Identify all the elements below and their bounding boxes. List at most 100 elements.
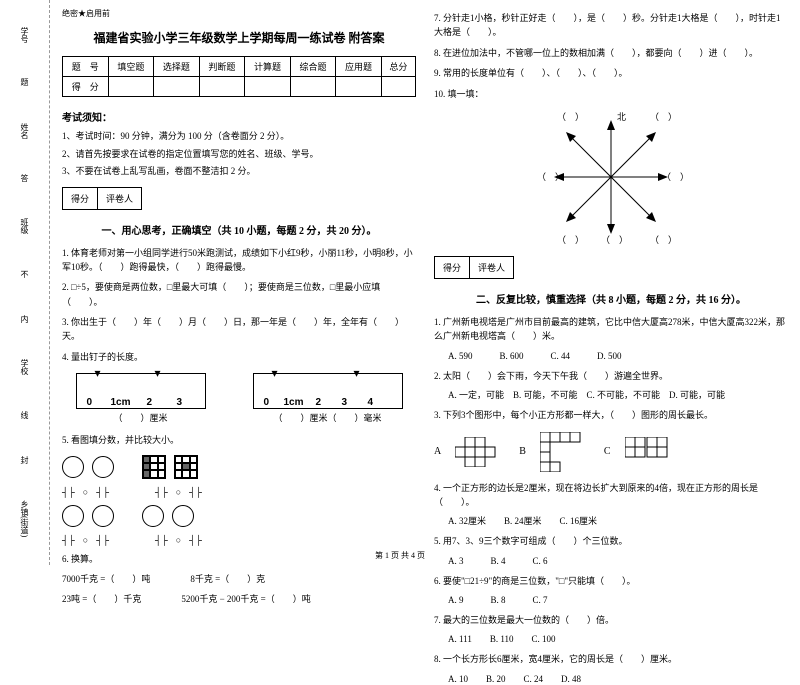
fraction-row-1 bbox=[62, 455, 416, 479]
blank[interactable]: ┤├ bbox=[62, 535, 75, 545]
score-h-4: 计算题 bbox=[245, 57, 291, 77]
compare-row-2: ┤├ ○ ┤├ ┤├ ○ ┤├ bbox=[62, 535, 416, 545]
q4: 4. 量出钉子的长度。 bbox=[62, 350, 416, 364]
compass-blank[interactable]: （ ） bbox=[537, 170, 564, 183]
q5: 5. 看图填分数，并比较大小。 bbox=[62, 433, 416, 447]
ruler-num: 3 bbox=[342, 397, 348, 408]
ruler-num: 4 bbox=[368, 397, 374, 408]
ruler-row: ▾ ▾ 0 1cm 2 3 （ ）厘米 ▾ ▾ 0 1cm bbox=[62, 373, 416, 424]
q2: 2. □÷5，要使商是两位数，□里最大可填（ ）；要使商是三位数，□里最小应填（… bbox=[62, 280, 416, 309]
compass-diagram: 北 （ ） （ ） （ ） （ ） （ ） （ ） （ ） bbox=[541, 112, 681, 242]
score-value-row: 得 分 bbox=[63, 77, 416, 97]
s2q8-opts: A. 10 B. 20 C. 24 D. 48 bbox=[448, 672, 788, 685]
score-blank[interactable] bbox=[290, 77, 336, 97]
score-table: 题 号 填空题 选择题 判断题 计算题 综合题 应用题 总分 得 分 bbox=[62, 56, 416, 97]
needle-icon: ▾ bbox=[95, 366, 101, 380]
bind-class: 班级 bbox=[19, 218, 30, 234]
q6-row1: 7000千克 =（ ）吨 8千克 =（ ）克 bbox=[62, 572, 416, 586]
s2q1: 1. 广州新电视塔是广州市目前最高的建筑，它比中信大厦高278米，中信大厦高32… bbox=[434, 315, 788, 344]
shape-label-b: B bbox=[519, 446, 526, 457]
score-h-1: 填空题 bbox=[108, 57, 154, 77]
q7: 7. 分针走1小格，秒针正好走（ ），是（ ）秒。分针走1大格是（ ），时针走1… bbox=[434, 11, 788, 40]
s2q2: 2. 太阳（ ）会下雨，今天下午我（ ）游遍全世界。 bbox=[434, 369, 788, 383]
ruler-2-wrap: ▾ ▾ 0 1cm 2 3 4 （ ）厘米（ ）毫米 bbox=[253, 373, 403, 424]
marker-b: 答 bbox=[21, 173, 29, 184]
s2q1-opts: A. 590 B. 600 C. 44 D. 500 bbox=[448, 349, 788, 362]
ruler2-label: （ ）厘米（ ）毫米 bbox=[253, 411, 403, 424]
ruler-2: ▾ ▾ 0 1cm 2 3 4 bbox=[253, 373, 403, 409]
s2q6-opts: A. 9 B. 8 C. 7 bbox=[448, 593, 788, 606]
score-h-0: 题 号 bbox=[63, 57, 109, 77]
score-blank[interactable] bbox=[381, 77, 415, 97]
q6b: 8千克 =（ ）克 bbox=[190, 572, 265, 586]
page-footer: 第 1 页 共 4 页 bbox=[0, 550, 800, 561]
needle-icon: ▾ bbox=[354, 366, 360, 380]
s2q7-opts: A. 111 B. 110 C. 100 bbox=[448, 632, 788, 645]
s2q3: 3. 下列3个图形中，每个小正方形都一样大，（ ）图形的周长最长。 bbox=[434, 408, 788, 422]
blank[interactable]: ┤├ bbox=[96, 535, 109, 545]
fraction-circle bbox=[92, 505, 114, 527]
score-blank[interactable] bbox=[245, 77, 291, 97]
sbox-marker: 评卷人 bbox=[469, 256, 514, 279]
marker-f: 封 bbox=[21, 455, 29, 466]
compare-op[interactable]: ○ bbox=[176, 535, 181, 545]
score-blank[interactable] bbox=[199, 77, 245, 97]
compass-blank[interactable]: （ ） bbox=[662, 170, 689, 183]
sbox-score: 得分 bbox=[434, 256, 469, 279]
score-mini-box: 得分 评卷人 bbox=[62, 187, 416, 210]
ruler-num: 0 bbox=[264, 397, 270, 408]
compass-blank[interactable]: （ ） bbox=[557, 110, 584, 123]
blank[interactable]: ┤├ bbox=[189, 535, 202, 545]
blank[interactable]: ┤├ bbox=[189, 487, 202, 497]
compass-blank[interactable]: （ ） bbox=[650, 233, 677, 246]
compass-blank[interactable]: （ ） bbox=[601, 233, 628, 246]
fraction-circle bbox=[92, 456, 114, 478]
polyomino-row: A B C bbox=[434, 432, 788, 472]
blank[interactable]: ┤├ bbox=[96, 487, 109, 497]
score-h-2: 选择题 bbox=[154, 57, 200, 77]
polyomino-b bbox=[540, 432, 590, 472]
ruler-1: ▾ ▾ 0 1cm 2 3 bbox=[76, 373, 206, 409]
q6c: 23吨 =（ ）千克 bbox=[62, 592, 141, 606]
marker-d: 内 bbox=[21, 314, 29, 325]
fraction-circle bbox=[172, 505, 194, 527]
compass-blank[interactable]: （ ） bbox=[650, 110, 677, 123]
fraction-circle bbox=[62, 456, 84, 478]
page-root: 学号 题 姓名 答 班级 不 内 学校 线 封 乡镇(街道) 绝密★启用前 福建… bbox=[0, 0, 800, 565]
marker-a: 题 bbox=[21, 77, 29, 88]
ruler-num: 1cm bbox=[111, 397, 131, 408]
fraction-row-2 bbox=[62, 505, 416, 527]
compass-north: 北 bbox=[617, 110, 626, 123]
section1-title: 一、用心思考，正确填空（共 10 小题，每题 2 分，共 20 分）。 bbox=[62, 222, 416, 237]
compare-op[interactable]: ○ bbox=[83, 487, 88, 497]
notice-heading: 考试须知： bbox=[62, 109, 416, 124]
q9: 9. 常用的长度单位有（ ）、（ ）、（ ）。 bbox=[434, 66, 788, 80]
score-blank[interactable] bbox=[108, 77, 154, 97]
q1: 1. 体育老师对第一小组同学进行50米跑测试，成绩如下小红9秒，小丽11秒，小明… bbox=[62, 246, 416, 275]
fraction-circle bbox=[62, 505, 84, 527]
compass-blank[interactable]: （ ） bbox=[557, 233, 584, 246]
score-blank[interactable] bbox=[154, 77, 200, 97]
score-h-3: 判断题 bbox=[199, 57, 245, 77]
score-h-6: 应用题 bbox=[336, 57, 382, 77]
marker-e: 线 bbox=[21, 410, 29, 421]
right-column: 7. 分针走1小格，秒针正好走（ ），是（ ）秒。分针走1大格是（ ），时针走1… bbox=[434, 8, 788, 557]
blank[interactable]: ┤├ bbox=[62, 487, 75, 497]
blank[interactable]: ┤├ bbox=[155, 535, 168, 545]
shape-label-c: C bbox=[604, 446, 611, 457]
compare-op[interactable]: ○ bbox=[83, 535, 88, 545]
fraction-grid bbox=[142, 455, 166, 479]
score-mini-box-2: 得分 评卷人 bbox=[434, 256, 788, 279]
s2q2-opts: A. 一定，可能 B. 可能，不可能 C. 不可能，不可能 D. 可能，可能 bbox=[448, 388, 788, 401]
shape-label-a: A bbox=[434, 446, 441, 457]
blank[interactable]: ┤├ bbox=[155, 487, 168, 497]
score-blank[interactable] bbox=[336, 77, 382, 97]
fraction-circle bbox=[142, 505, 164, 527]
bind-school: 学校 bbox=[19, 359, 30, 375]
q3: 3. 你出生于（ ）年（ ）月（ ）日，那一年是（ ）年，全年有（ ）天。 bbox=[62, 315, 416, 344]
ruler-num: 3 bbox=[177, 397, 183, 408]
compare-op[interactable]: ○ bbox=[176, 487, 181, 497]
q6d: 5200千克 − 200千克 =（ ）吨 bbox=[181, 592, 310, 606]
ruler-num: 2 bbox=[147, 397, 153, 408]
q6-row2: 23吨 =（ ）千克 5200千克 − 200千克 =（ ）吨 bbox=[62, 592, 416, 606]
